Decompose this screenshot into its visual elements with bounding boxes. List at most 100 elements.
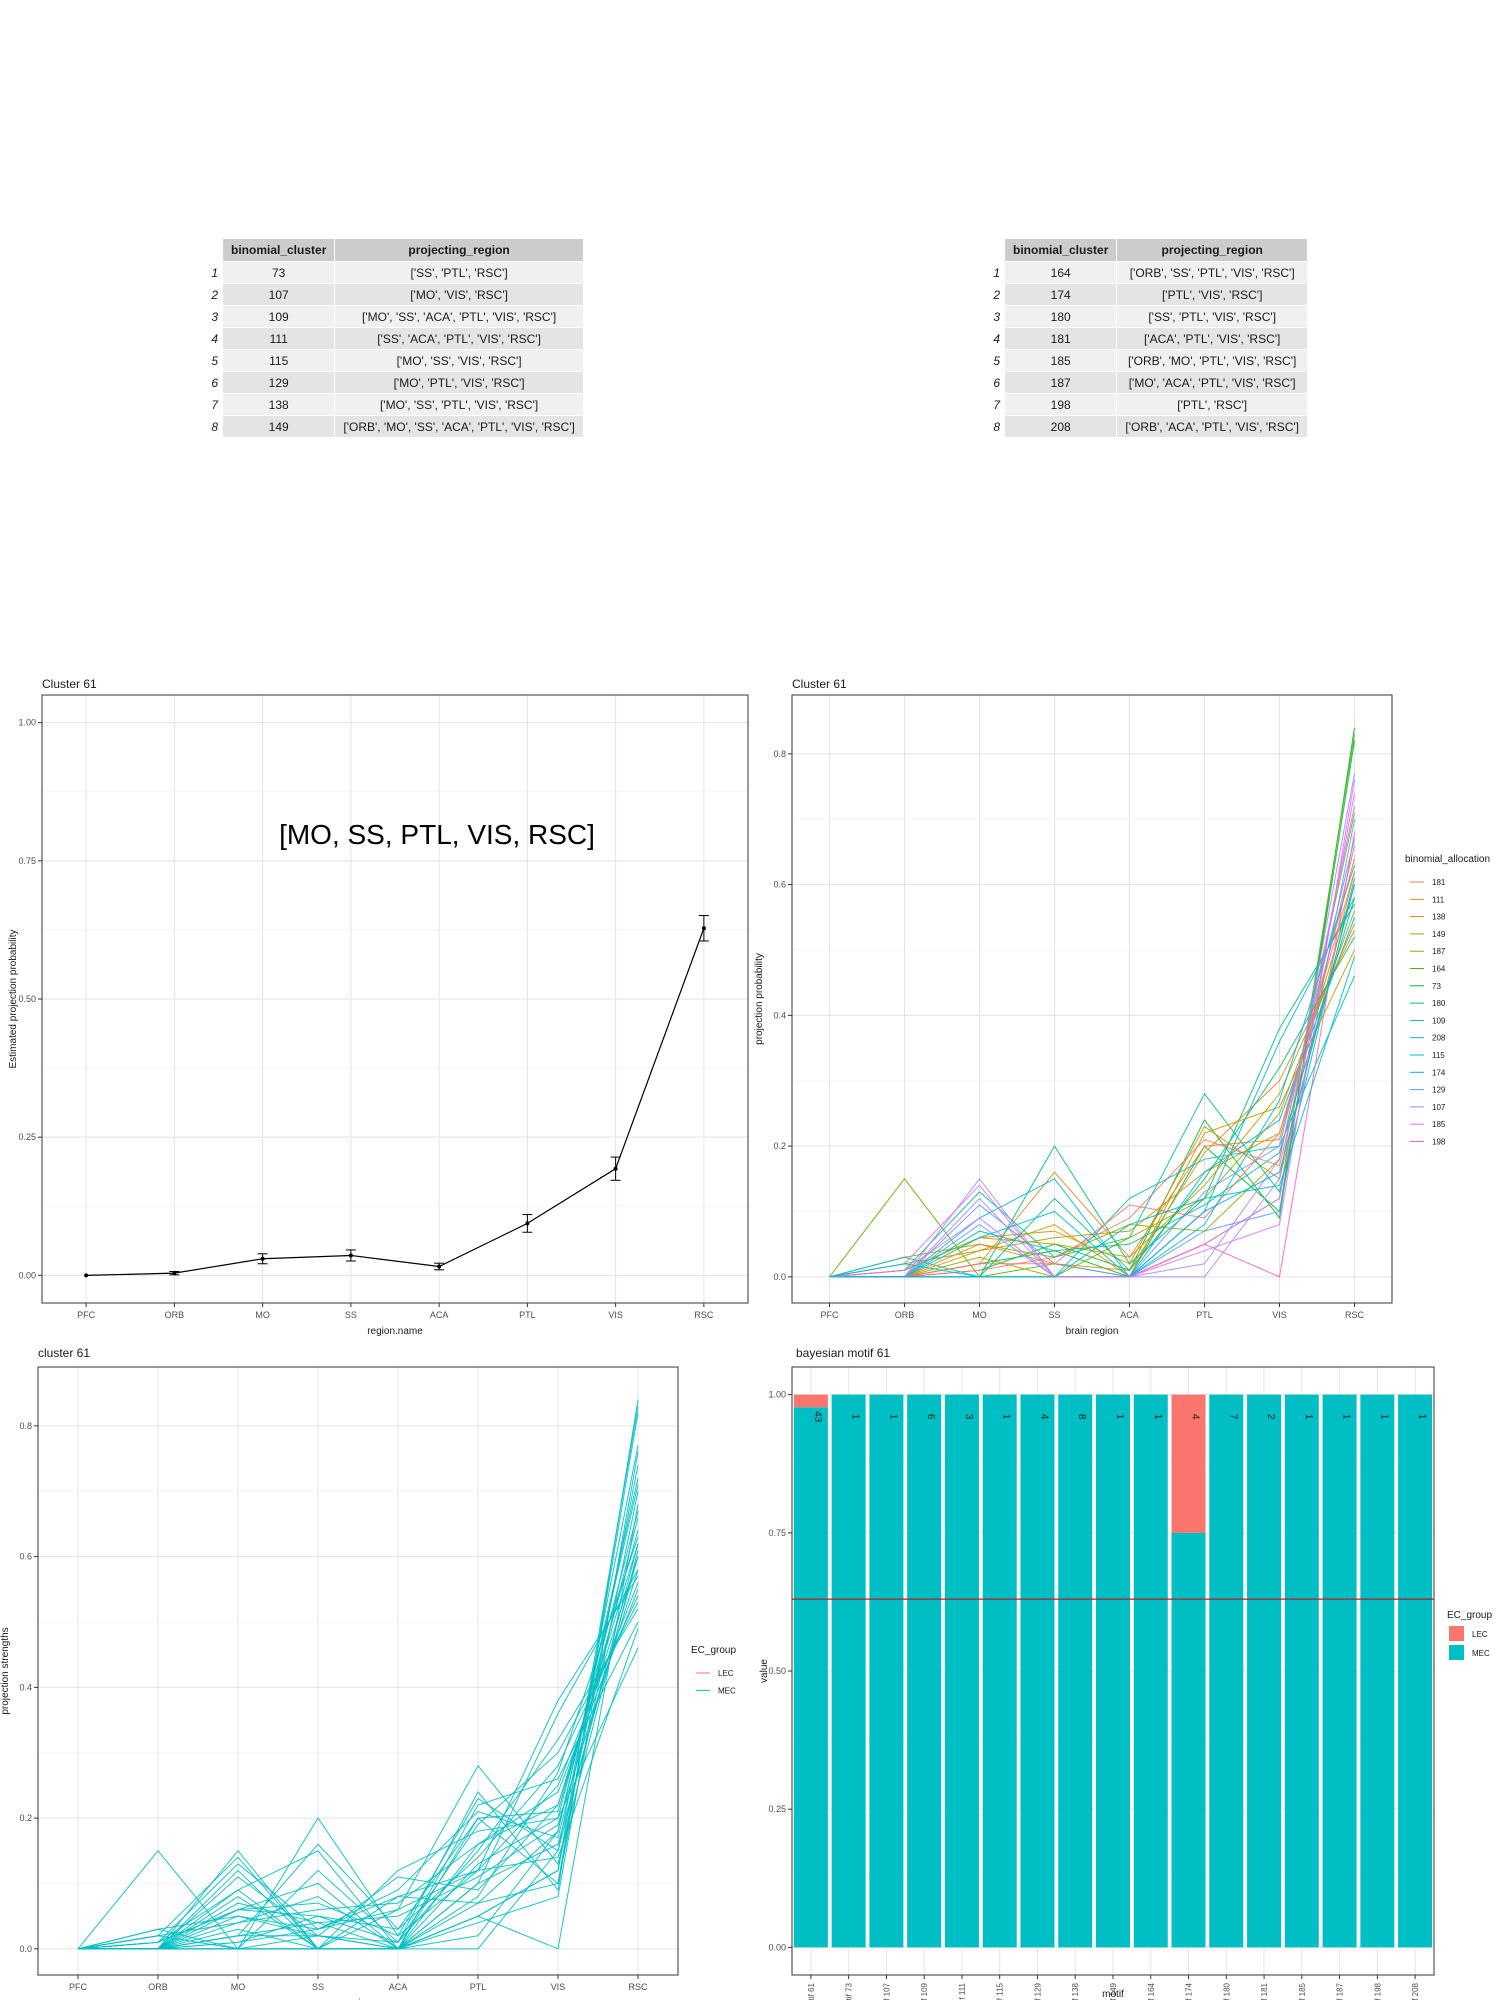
x-tick-label: binomial motif 138 [1071, 1982, 1080, 2000]
y-axis-label: projection strengths [0, 1627, 11, 1714]
bar-mec [907, 1394, 942, 1948]
bar-count-label: 1 [1416, 1414, 1427, 1420]
y-tick-label: 0.4 [19, 1682, 32, 1692]
x-tick-label: binomial motif 185 [1298, 1982, 1307, 2000]
annotation: [MO, SS, PTL, VIS, RSC] [279, 819, 595, 850]
bar-mec [1133, 1394, 1168, 1948]
x-tick-label: binomial motif 180 [1222, 1982, 1231, 2000]
series-line [829, 956, 1355, 1278]
bar-lec [793, 1394, 828, 1408]
legend-title: EC_group [691, 1645, 736, 1656]
row-index: 4 [988, 328, 1004, 349]
x-tick-label: ORB [895, 1310, 915, 1320]
y-tick-label: 0.00 [18, 1270, 36, 1280]
column-header: binomial_cluster [1005, 239, 1117, 261]
x-tick-label: PTL [1196, 1310, 1213, 1320]
x-tick-label: MO [231, 1982, 246, 1992]
data-point [172, 1271, 177, 1276]
x-tick-label: binomial motif 73 [845, 1982, 854, 2000]
data-point [525, 1221, 530, 1226]
y-axis-label: projection probability [754, 953, 765, 1045]
y-tick-label: 0.50 [768, 1666, 786, 1676]
legend-label: 198 [1432, 1138, 1446, 1147]
series-line [77, 1628, 639, 1950]
x-tick-label: SS [1048, 1310, 1060, 1320]
x-tick-label: VIS [551, 1982, 566, 1992]
cluster-cell: 138 [223, 394, 335, 415]
region-cell: ['PTL', 'RSC'] [1117, 394, 1307, 415]
x-tick-label: binomial motif 107 [882, 1982, 891, 2000]
x-tick-label: PFC [821, 1310, 840, 1320]
series-line [829, 812, 1355, 1278]
plot-border [791, 1366, 1435, 1976]
bar-mec [1096, 1394, 1130, 1948]
legend-label: 174 [1432, 1068, 1446, 1077]
legend-label: LEC [718, 1669, 734, 1678]
table-row: 1 164 ['ORB', 'SS', 'PTL', 'VIS', 'RSC'] [988, 262, 1307, 283]
region-cell: ['PTL', 'VIS', 'RSC'] [1117, 284, 1307, 305]
x-tick-label: SS [345, 1310, 357, 1320]
series-line [77, 1451, 639, 1950]
bar-mec [944, 1394, 979, 1948]
y-tick-label: 0.4 [773, 1010, 786, 1020]
table-row: 3 180 ['SS', 'PTL', 'VIS', 'RSC'] [988, 306, 1307, 327]
legend-label: MEC [1472, 1649, 1490, 1658]
cluster-cell: 111 [223, 328, 335, 349]
data-point [613, 1166, 618, 1171]
x-tick-label: MO [972, 1310, 987, 1320]
legend-label: 111 [1432, 895, 1445, 904]
bar-count-label: 8 [1076, 1414, 1087, 1420]
x-tick-label: binomial motif 129 [1033, 1982, 1042, 2000]
row-index: 8 [988, 416, 1004, 437]
bar-count-label: 4 [1190, 1414, 1201, 1420]
bar-mec [1322, 1394, 1357, 1948]
table-row: 4 181 ['ACA', 'PTL', 'VIS', 'RSC'] [988, 328, 1307, 349]
legend-title: EC_group [1447, 1610, 1492, 1621]
cluster-cell: 198 [1005, 394, 1117, 415]
x-tick-label: binomial motif 174 [1185, 1982, 1194, 2000]
region-cell: ['ORB', 'MO', 'PTL', 'VIS', 'RSC'] [1117, 350, 1307, 371]
x-tick-label: ACA [430, 1310, 449, 1320]
bar-count-label: 7 [1227, 1414, 1238, 1420]
bar-mec [793, 1407, 828, 1948]
data-point [260, 1256, 265, 1261]
bar-count-label: 1 [1152, 1414, 1163, 1420]
table-row: 3 109 ['MO', 'SS', 'ACA', 'PTL', 'VIS', 'R… [206, 306, 583, 327]
legend-label: 138 [1432, 913, 1446, 922]
table-row: 6 129 ['MO', 'PTL', 'VIS', 'RSC'] [206, 372, 583, 393]
chart-title: Cluster 61 [792, 677, 847, 691]
legend-label: 181 [1432, 878, 1446, 887]
table-row: 2 174 ['PTL', 'VIS', 'RSC'] [988, 284, 1307, 305]
legend-key [1449, 1626, 1464, 1641]
row-index: 3 [206, 306, 222, 327]
cluster-cell: 73 [223, 262, 335, 283]
index-header [206, 239, 222, 261]
legend-label: 107 [1432, 1103, 1446, 1112]
cluster-cell: 115 [223, 350, 335, 371]
region-cell: ['MO', 'SS', 'VIS', 'RSC'] [335, 350, 583, 371]
row-index: 5 [206, 350, 222, 371]
series-line [829, 897, 1355, 1278]
region-cell: ['SS', 'ACA', 'PTL', 'VIS', 'RSC'] [335, 328, 583, 349]
series-line [78, 1536, 639, 1950]
row-index: 7 [206, 394, 222, 415]
x-tick-label: PTL [470, 1982, 487, 1992]
table-row: 7 138 ['MO', 'SS', 'PTL', 'VIS', 'RSC'] [206, 394, 583, 415]
bar-mec [1058, 1394, 1093, 1948]
series-line [829, 779, 1355, 1278]
row-index: 2 [988, 284, 1004, 305]
x-tick-label: binomial motif 149 [1109, 1982, 1118, 2000]
x-tick-label: binomial motif 111 [958, 1982, 967, 2000]
x-tick-label: PFC [77, 1310, 96, 1320]
x-tick-label: MO [255, 1310, 270, 1320]
bar-mec [831, 1394, 866, 1948]
x-tick-label: binomial motif 208 [1411, 1982, 1420, 2000]
bar-mec [1247, 1394, 1282, 1948]
row-index: 6 [988, 372, 1004, 393]
y-tick-label: 0.8 [773, 749, 786, 759]
legend-label: 208 [1432, 1034, 1446, 1043]
cluster-cell: 129 [223, 372, 335, 393]
x-tick-label: binomial motif 181 [1260, 1982, 1269, 2000]
bar-count-label: 3 [963, 1414, 974, 1420]
legend-label: 149 [1432, 930, 1446, 939]
